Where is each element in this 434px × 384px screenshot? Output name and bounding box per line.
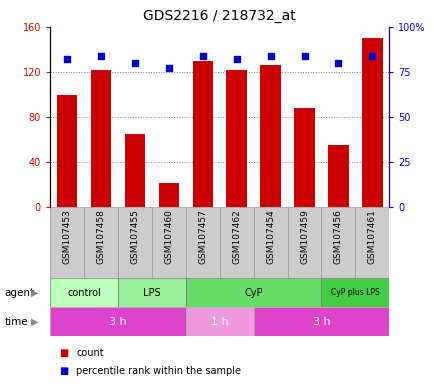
Bar <box>355 207 388 278</box>
Bar <box>151 207 185 278</box>
Point <box>300 53 307 59</box>
Bar <box>185 307 253 336</box>
Point <box>233 56 240 63</box>
Text: GSM107462: GSM107462 <box>232 210 240 264</box>
Text: 3 h: 3 h <box>312 316 329 327</box>
Text: GSM107458: GSM107458 <box>96 210 105 264</box>
Bar <box>362 38 381 207</box>
Text: LPS: LPS <box>143 288 160 298</box>
Text: ▶: ▶ <box>31 288 39 298</box>
Bar <box>321 278 388 307</box>
Text: GSM107461: GSM107461 <box>367 210 376 264</box>
Text: CyP plus LPS: CyP plus LPS <box>330 288 379 297</box>
Bar <box>260 65 280 207</box>
Text: control: control <box>67 288 101 298</box>
Bar <box>328 145 348 207</box>
Point <box>97 53 104 59</box>
Point <box>63 56 70 63</box>
Text: GSM107455: GSM107455 <box>130 210 139 264</box>
Text: ▶: ▶ <box>31 316 39 327</box>
Bar <box>118 207 151 278</box>
Text: ■: ■ <box>59 348 68 358</box>
Point <box>199 53 206 59</box>
Bar <box>321 207 355 278</box>
Text: GSM107454: GSM107454 <box>266 210 274 264</box>
Bar <box>294 108 314 207</box>
Bar <box>226 70 246 207</box>
Bar <box>219 207 253 278</box>
Bar <box>50 278 118 307</box>
Bar <box>57 94 77 207</box>
Text: time: time <box>4 316 28 327</box>
Text: GSM107453: GSM107453 <box>62 210 71 264</box>
Bar <box>50 307 185 336</box>
Text: GSM107460: GSM107460 <box>164 210 173 264</box>
Point <box>334 60 341 66</box>
Bar <box>185 207 219 278</box>
Bar <box>192 61 212 207</box>
Bar <box>50 207 84 278</box>
Text: ■: ■ <box>59 366 68 376</box>
Text: GSM107459: GSM107459 <box>299 210 308 264</box>
Text: GSM107457: GSM107457 <box>198 210 207 264</box>
Text: agent: agent <box>4 288 34 298</box>
Bar <box>84 207 118 278</box>
Bar <box>158 182 178 207</box>
Text: CyP: CyP <box>244 288 262 298</box>
Text: GSM107456: GSM107456 <box>333 210 342 264</box>
Point <box>165 65 172 71</box>
Point <box>368 53 375 59</box>
Text: 1 h: 1 h <box>210 316 228 327</box>
Bar <box>118 278 185 307</box>
Point <box>266 53 273 59</box>
Bar <box>91 70 111 207</box>
Bar <box>253 307 388 336</box>
Point <box>131 60 138 66</box>
Text: count: count <box>76 348 104 358</box>
Bar <box>253 207 287 278</box>
Text: percentile rank within the sample: percentile rank within the sample <box>76 366 240 376</box>
Bar <box>185 278 321 307</box>
Bar <box>125 134 145 207</box>
Title: GDS2216 / 218732_at: GDS2216 / 218732_at <box>143 9 296 23</box>
Text: 3 h: 3 h <box>109 316 126 327</box>
Bar <box>287 207 321 278</box>
